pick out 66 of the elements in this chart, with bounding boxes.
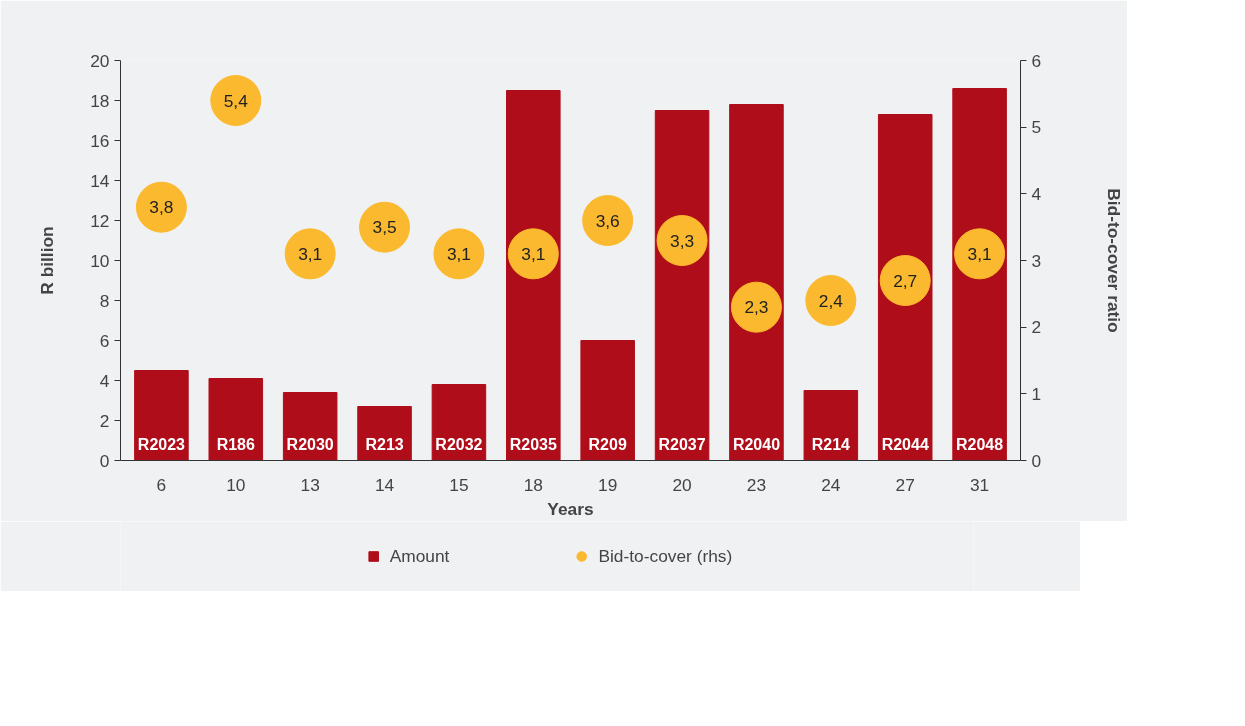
x-tick-label: 31 bbox=[969, 474, 990, 495]
x-tick-label: 24 bbox=[821, 474, 841, 495]
y2-tick-label: 5 bbox=[1031, 117, 1042, 138]
y2-tick-label: 1 bbox=[1031, 383, 1042, 404]
x-tick-label: 18 bbox=[523, 474, 543, 495]
bar bbox=[952, 88, 1007, 461]
y-axis-title: R billion bbox=[37, 226, 58, 295]
data-label: 2,4 bbox=[818, 290, 844, 311]
y-tick-label: 18 bbox=[90, 90, 110, 111]
y2-tick-label: 6 bbox=[1031, 50, 1042, 71]
data-label: 3,1 bbox=[298, 243, 323, 264]
data-label: 3,1 bbox=[446, 243, 471, 264]
annotation: R2048 bbox=[956, 435, 1004, 453]
legend-label: Bid-to-cover (rhs) bbox=[598, 545, 733, 567]
x-tick-label: 20 bbox=[672, 474, 692, 495]
y-tick-label: 0 bbox=[99, 450, 110, 471]
annotation: R2044 bbox=[881, 435, 929, 453]
annotation: R214 bbox=[811, 435, 851, 453]
y-tick-label: 4 bbox=[99, 370, 110, 391]
data-label: 2,3 bbox=[744, 297, 769, 318]
y2-tick-label: 3 bbox=[1031, 250, 1042, 271]
x-tick-label: 19 bbox=[598, 474, 618, 495]
annotation: R2030 bbox=[286, 435, 334, 453]
annotation: R2023 bbox=[137, 435, 186, 453]
data-label: 3,3 bbox=[670, 230, 695, 251]
y-tick-label: 16 bbox=[90, 130, 110, 151]
y2-axis-title: Bid-to-cover ratio bbox=[1104, 188, 1125, 333]
bar bbox=[506, 90, 561, 461]
annotation: R213 bbox=[365, 435, 404, 453]
data-label: 3,5 bbox=[372, 217, 397, 238]
y2-tick-label: 4 bbox=[1031, 183, 1042, 204]
annotation: R2035 bbox=[509, 435, 557, 453]
x-axis-title: Years bbox=[547, 498, 594, 519]
bar bbox=[208, 378, 264, 461]
x-tick-label: 27 bbox=[895, 474, 915, 495]
annotation: R186 bbox=[216, 435, 256, 453]
y2-tick-label: 0 bbox=[1031, 450, 1042, 471]
data-label: 3,8 bbox=[149, 197, 174, 218]
legend-label: Amount bbox=[389, 545, 450, 567]
y-tick-label: 20 bbox=[90, 50, 110, 71]
x-tick-label: 23 bbox=[746, 474, 767, 495]
x-tick-label: 13 bbox=[300, 474, 320, 495]
bar bbox=[134, 370, 189, 461]
data-label: 2,7 bbox=[893, 270, 918, 291]
bar bbox=[357, 406, 412, 461]
data-label: 3,1 bbox=[521, 243, 546, 264]
data-label: 5,4 bbox=[223, 90, 249, 111]
annotation: R2037 bbox=[658, 435, 706, 453]
annotation: R2032 bbox=[435, 435, 483, 453]
x-tick-label: 15 bbox=[449, 474, 469, 495]
x-tick-label: 10 bbox=[226, 474, 246, 495]
bar bbox=[580, 340, 635, 461]
y-tick-label: 2 bbox=[99, 410, 110, 431]
data-label: 3,6 bbox=[595, 210, 620, 231]
y-tick-label: 10 bbox=[90, 250, 110, 271]
y-tick-label: 8 bbox=[99, 290, 110, 311]
y2-tick-label: 2 bbox=[1031, 317, 1042, 338]
y-tick-label: 14 bbox=[90, 170, 110, 191]
y-tick-label: 6 bbox=[99, 330, 110, 351]
annotation: R209 bbox=[588, 435, 627, 453]
data-label: 3,1 bbox=[967, 243, 992, 264]
annotation: R2040 bbox=[732, 435, 781, 453]
bar bbox=[803, 390, 859, 461]
x-tick-label: 6 bbox=[156, 474, 167, 495]
x-tick-label: 14 bbox=[374, 474, 395, 495]
y-tick-label: 12 bbox=[90, 210, 110, 231]
